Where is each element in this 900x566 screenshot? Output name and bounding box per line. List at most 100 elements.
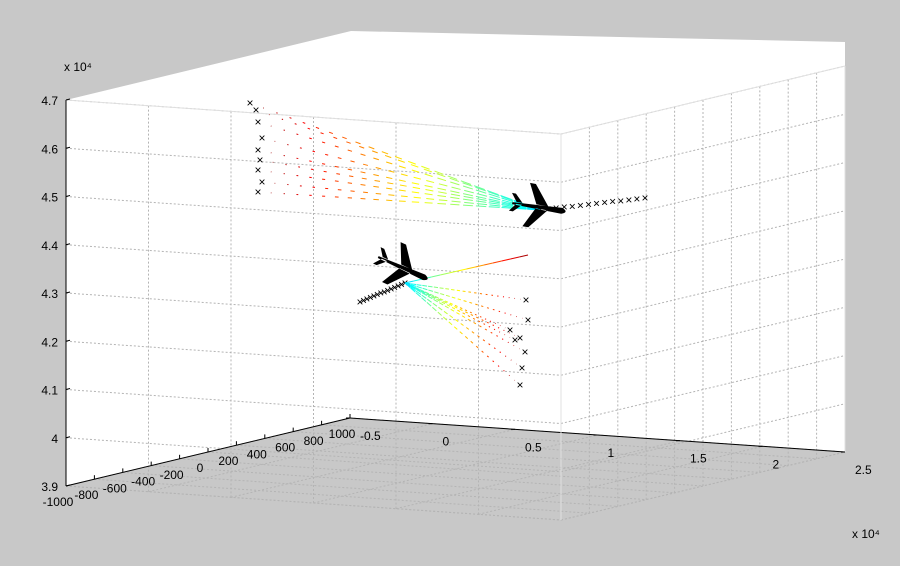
track-segment xyxy=(336,173,341,175)
track-segment xyxy=(432,302,438,307)
track-marker: × xyxy=(254,185,261,199)
track-segment xyxy=(463,300,467,302)
track-segment xyxy=(486,321,489,324)
track-segment xyxy=(463,204,473,207)
track-segment xyxy=(441,301,446,305)
track-segment xyxy=(386,161,393,165)
track-segment xyxy=(501,258,511,262)
track-segment xyxy=(454,319,459,323)
y-tick-label: 1.5 xyxy=(690,452,707,466)
z-tick-label: 3.9 xyxy=(41,480,58,494)
track-segment xyxy=(428,289,434,292)
grid-line-x xyxy=(207,451,704,487)
track-segment xyxy=(479,325,482,328)
track-segment xyxy=(487,190,499,196)
track-segment xyxy=(373,157,380,161)
track-segment xyxy=(445,294,450,297)
track-segment xyxy=(459,331,463,335)
track-segment xyxy=(362,163,369,166)
track-segment xyxy=(460,323,464,326)
track-segment xyxy=(486,307,490,309)
track-segment xyxy=(484,318,487,320)
track-segment xyxy=(476,198,487,201)
track-segment xyxy=(484,328,488,331)
track-segment xyxy=(465,311,468,314)
track-segment xyxy=(501,207,514,209)
track-segment xyxy=(473,321,477,325)
track-marker: × xyxy=(252,103,259,117)
track-segment xyxy=(503,370,505,372)
track-segment xyxy=(347,149,353,152)
track-segment xyxy=(488,206,500,208)
track-segment xyxy=(439,293,445,296)
track-segment xyxy=(446,304,451,307)
track-segment xyxy=(488,202,500,205)
grid-line-z xyxy=(65,485,562,521)
track-segment xyxy=(464,189,474,194)
aircraft-layer xyxy=(373,182,566,285)
track-segment xyxy=(434,291,439,294)
track-segment xyxy=(467,318,471,322)
track-segment xyxy=(421,165,430,170)
track-segment xyxy=(439,287,444,289)
track-segment xyxy=(321,163,326,165)
track-segment xyxy=(501,201,514,205)
track-marker: × xyxy=(561,200,568,214)
track-segment xyxy=(499,351,502,353)
grid-line-z xyxy=(560,210,846,280)
track-segment xyxy=(488,343,491,346)
track-segment xyxy=(457,268,467,272)
track-segment xyxy=(474,313,477,316)
track-segment xyxy=(445,288,450,290)
grid-line-z xyxy=(65,340,562,376)
track-marker: × xyxy=(511,333,518,347)
track-segment xyxy=(450,308,455,312)
track-segment xyxy=(337,157,342,160)
track-segment xyxy=(399,184,407,187)
track-segment xyxy=(443,310,448,315)
track-segment xyxy=(426,302,432,307)
track-segment xyxy=(501,202,514,206)
track-segment xyxy=(488,193,500,198)
track-segment xyxy=(307,127,311,130)
track-marker: × xyxy=(377,286,384,300)
track-segment xyxy=(289,117,292,119)
track-segment xyxy=(397,159,405,163)
track-segment xyxy=(464,309,468,312)
track-segment xyxy=(459,307,463,310)
track-segment xyxy=(415,287,421,292)
track-marker: × xyxy=(360,294,367,308)
track-marker: × xyxy=(363,292,370,306)
track-segment xyxy=(360,171,366,174)
track-segment xyxy=(315,126,320,129)
track-segment xyxy=(325,153,329,156)
x-tick-label: -800 xyxy=(74,488,98,502)
track-segment xyxy=(501,197,514,203)
track-segment xyxy=(472,317,476,320)
z-tick-label: 4.7 xyxy=(41,94,58,108)
track-marker: × xyxy=(518,361,525,375)
track-segment xyxy=(464,201,474,204)
track-segment xyxy=(427,285,433,288)
track-segment xyxy=(476,193,488,197)
grid-line-z xyxy=(560,113,846,183)
track-segment xyxy=(408,160,416,165)
track-segment xyxy=(448,321,453,326)
track-segment xyxy=(424,202,433,204)
track-segment xyxy=(328,131,334,135)
track-marker: × xyxy=(577,198,584,212)
track-segment xyxy=(475,200,487,203)
z-tick-label: 4.1 xyxy=(41,384,58,398)
grid-line-z xyxy=(560,403,846,473)
track-segment xyxy=(450,196,460,200)
track-segment xyxy=(463,195,474,199)
track-marker: × xyxy=(633,192,640,206)
track-segment xyxy=(477,335,480,338)
y-tick-label: 2.5 xyxy=(855,463,872,477)
track-segment xyxy=(475,303,478,306)
x-tick-label: 400 xyxy=(247,447,267,461)
track-segment xyxy=(466,266,476,270)
track-segment xyxy=(467,315,471,318)
track-segment xyxy=(438,191,447,194)
track-segment xyxy=(490,331,493,334)
